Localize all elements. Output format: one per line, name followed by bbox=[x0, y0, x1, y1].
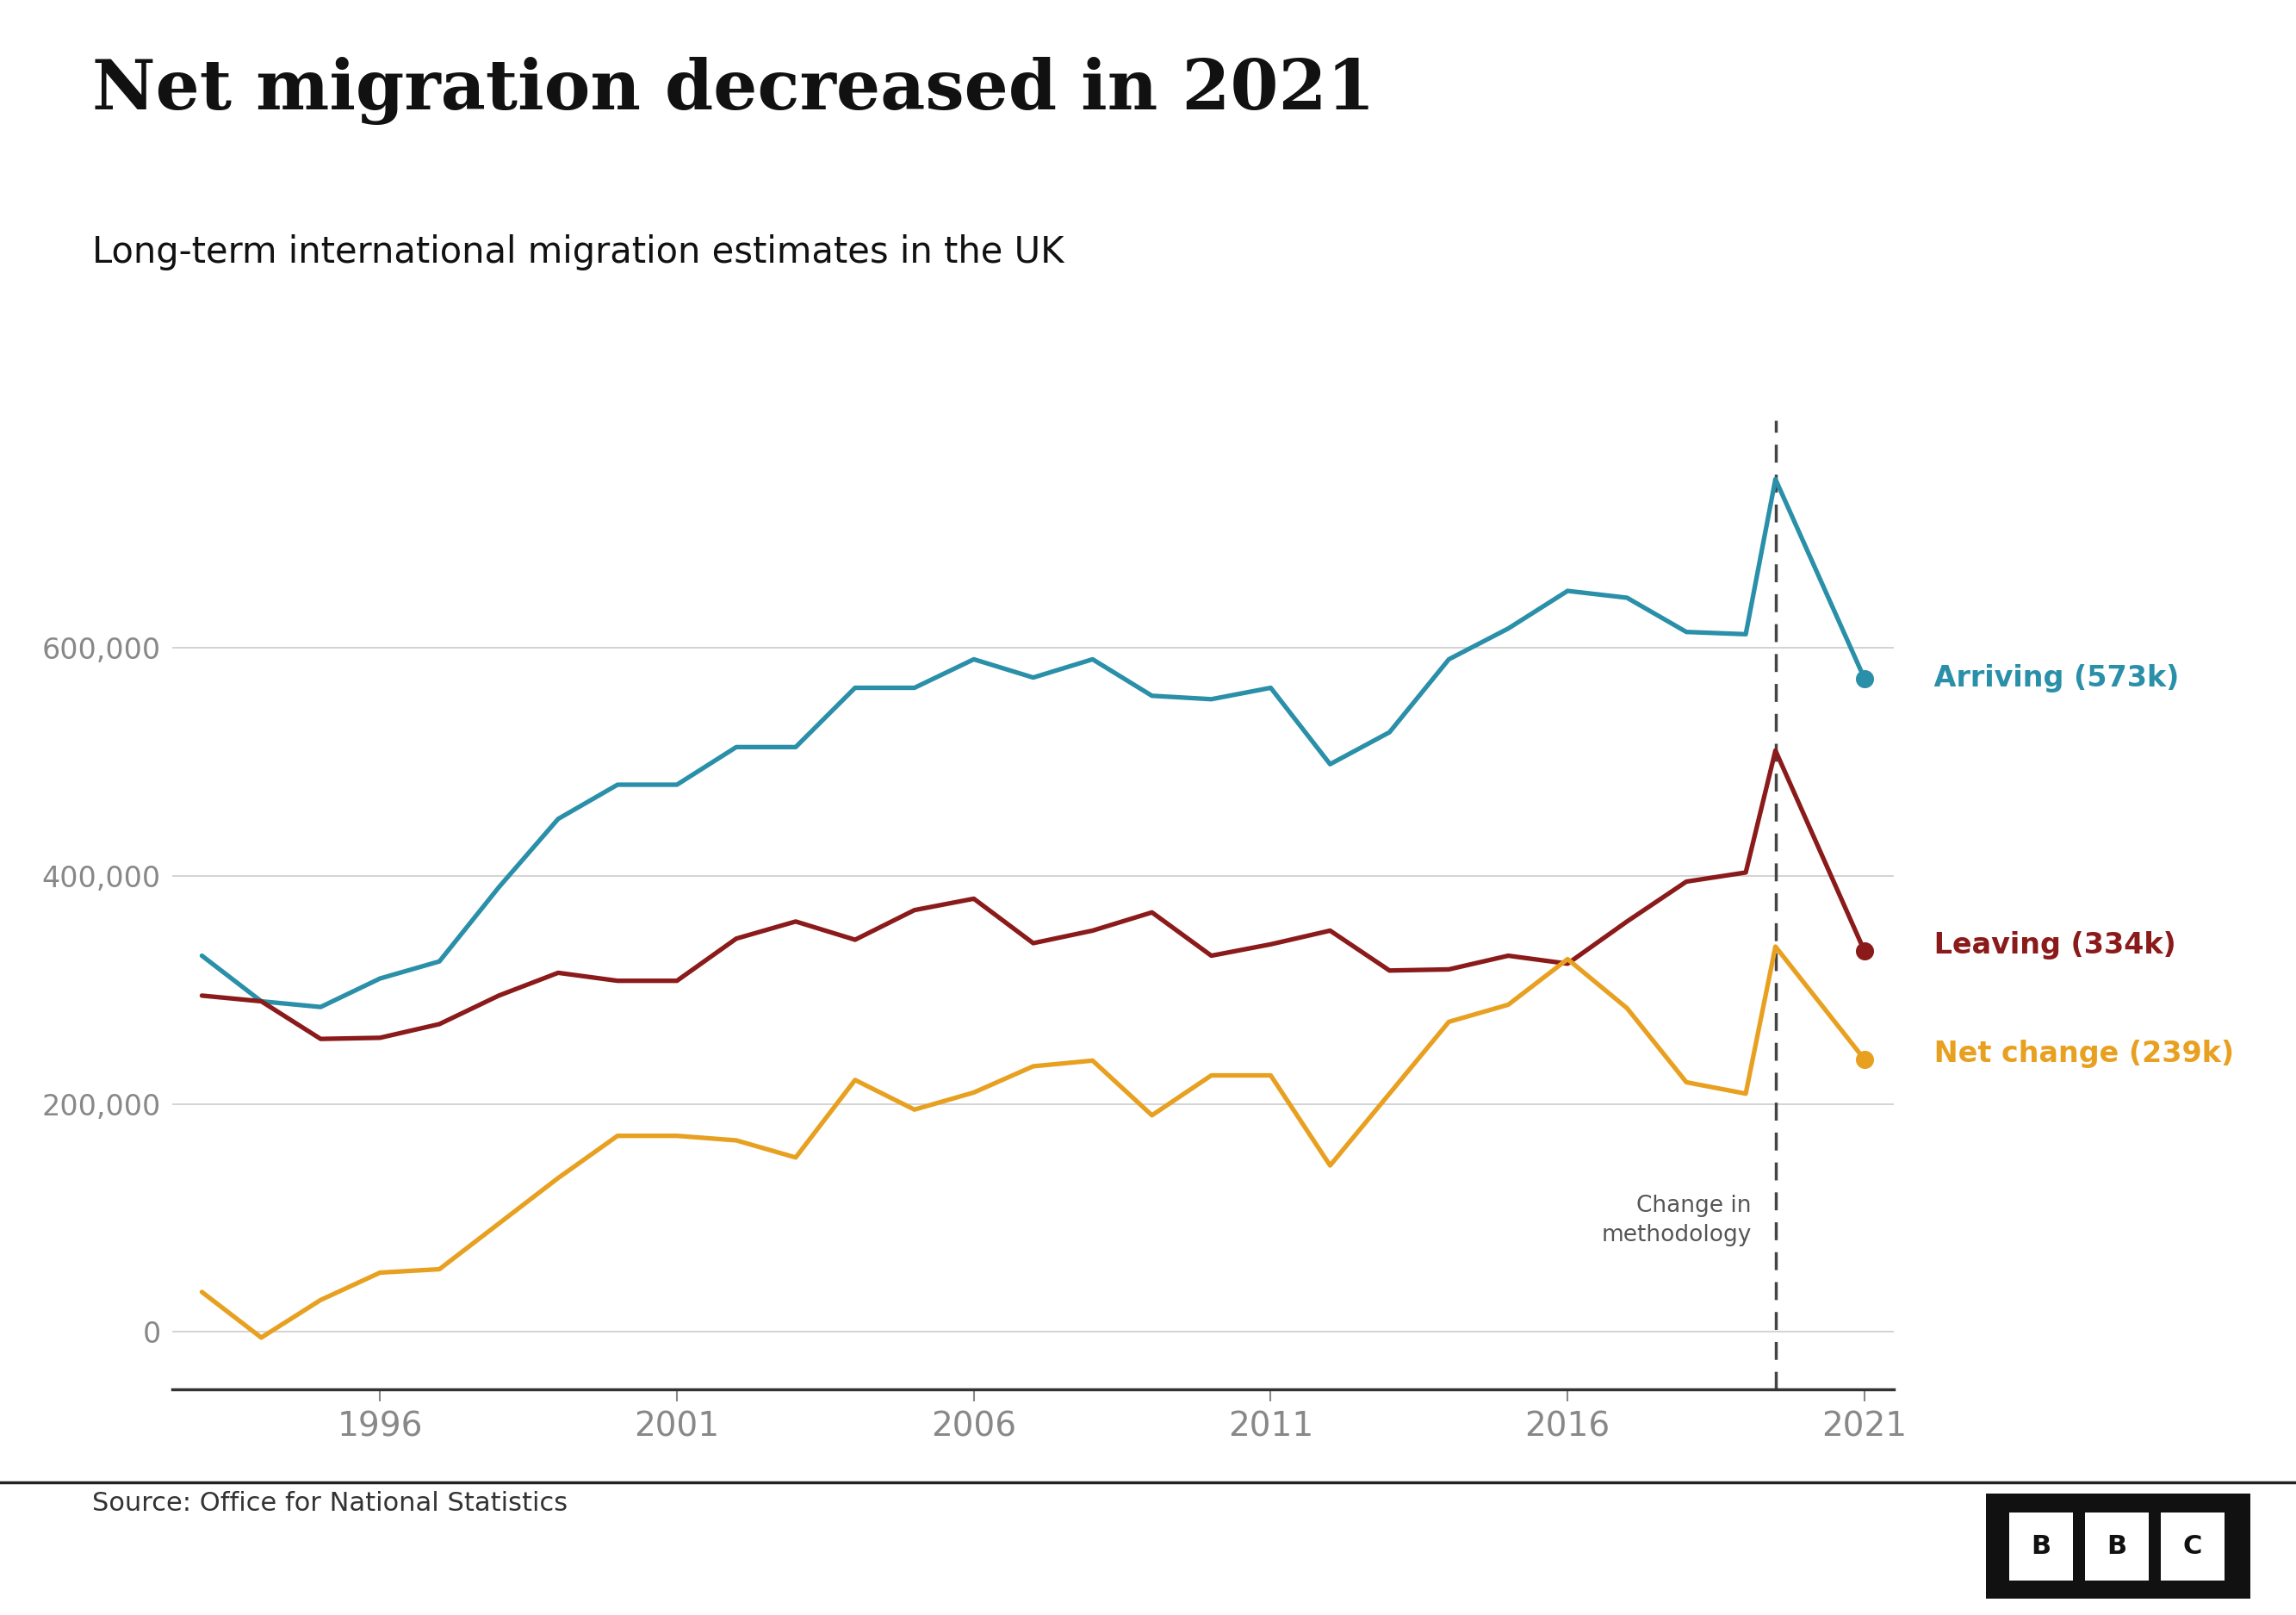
Text: C: C bbox=[2183, 1534, 2202, 1558]
Text: Arriving (573k): Arriving (573k) bbox=[1924, 664, 2179, 693]
Text: Source: Office for National Statistics: Source: Office for National Statistics bbox=[92, 1491, 567, 1515]
Text: Net migration decreased in 2021: Net migration decreased in 2021 bbox=[92, 57, 1375, 124]
Point bbox=[1846, 1047, 1883, 1072]
Point bbox=[1846, 938, 1883, 964]
Text: B: B bbox=[2108, 1534, 2126, 1558]
Text: B: B bbox=[2032, 1534, 2050, 1558]
Text: Leaving (334k): Leaving (334k) bbox=[1924, 932, 2177, 959]
Text: Net change (239k): Net change (239k) bbox=[1924, 1040, 2234, 1068]
Text: Change in
methodology: Change in methodology bbox=[1603, 1195, 1752, 1247]
Text: Long-term international migration estimates in the UK: Long-term international migration estima… bbox=[92, 234, 1063, 270]
Point bbox=[1846, 665, 1883, 691]
